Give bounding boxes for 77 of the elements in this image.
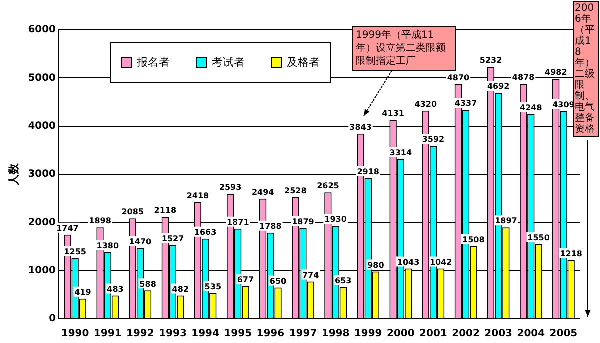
data-label: 419 <box>74 288 92 297</box>
data-label: 1747 <box>56 224 79 233</box>
data-label: 650 <box>270 276 288 286</box>
data-label: 1380 <box>96 242 120 251</box>
data-label: 2418 <box>186 192 210 201</box>
x-tick-label: 1994 <box>192 328 220 340</box>
x-tick-label: 1993 <box>159 328 187 340</box>
data-label: 483 <box>107 284 124 294</box>
x-tick-label: 1995 <box>224 328 252 340</box>
data-label: 1550 <box>528 233 550 242</box>
y-tick-label: 1000 <box>28 265 56 276</box>
data-label: 4982 <box>544 68 568 78</box>
x-tick-label: 2005 <box>550 328 578 340</box>
data-label: 3314 <box>390 148 412 158</box>
data-label: 774 <box>302 270 320 280</box>
data-label: 1043 <box>397 258 420 267</box>
data-label: 677 <box>237 275 254 284</box>
data-label: 1470 <box>129 237 152 246</box>
data-label: 1898 <box>89 216 112 226</box>
data-label: 1042 <box>430 258 452 267</box>
data-label: 3843 <box>350 122 372 132</box>
y-tick-label: 2000 <box>28 217 56 228</box>
data-label: 4870 <box>447 74 470 83</box>
x-tick-label: 2001 <box>420 328 448 340</box>
x-tick-label: 1992 <box>126 328 154 340</box>
data-label: 4878 <box>512 73 536 82</box>
x-tick-label: 2000 <box>386 328 415 340</box>
data-label: 2625 <box>317 182 340 191</box>
data-label: 4131 <box>382 109 405 118</box>
data-label: 4337 <box>454 99 478 108</box>
data-label: 482 <box>172 284 189 294</box>
data-label: 4320 <box>414 100 438 109</box>
callout-box: 1999年（平成11年）设立第二类限额限制指定工厂 <box>352 26 456 71</box>
y-tick-label: 3000 <box>28 169 56 180</box>
data-label: 1508 <box>462 235 486 244</box>
data-label: 1218 <box>560 249 583 258</box>
data-label: 2528 <box>284 186 308 196</box>
data-label: 1788 <box>260 222 282 231</box>
x-tick-label: 1999 <box>354 328 382 340</box>
annotation: 1999年（平成11年）设立第二类限额限制指定工厂 <box>356 29 447 68</box>
legend-label: 报名者 <box>137 55 170 70</box>
data-label: 980 <box>368 260 385 270</box>
data-label: 5232 <box>480 56 502 66</box>
x-tick-label: 2002 <box>452 328 480 340</box>
y-axis-title: 人数 <box>7 162 20 186</box>
y-tick-label: 6000 <box>28 24 56 36</box>
data-label: 1255 <box>64 248 87 257</box>
data-label: 4248 <box>520 103 543 112</box>
data-label: 1930 <box>324 215 348 224</box>
x-tick-label: 1998 <box>322 328 350 340</box>
y-tick-label: 0 <box>49 314 56 325</box>
x-tick-label: 1991 <box>94 328 122 340</box>
x-tick-label: 1996 <box>256 328 285 340</box>
data-label: 1527 <box>162 234 184 244</box>
data-label: 653 <box>335 276 352 286</box>
y-tick-label: 4000 <box>28 120 56 132</box>
data-label: 1897 <box>495 216 518 226</box>
data-label: 1879 <box>292 218 315 227</box>
data-label: 2085 <box>122 208 144 217</box>
x-tick-label: 1990 <box>61 328 90 340</box>
data-label: 588 <box>140 280 157 289</box>
data-label: 4692 <box>487 82 510 92</box>
data-label: 2593 <box>219 183 242 192</box>
data-label: 2494 <box>252 188 275 197</box>
data-label: 2118 <box>154 206 177 216</box>
x-tick-label: 2003 <box>484 328 513 340</box>
data-label: 1663 <box>194 228 217 237</box>
x-tick-label: 2004 <box>517 328 546 340</box>
legend-label: 考试者 <box>212 55 245 70</box>
data-label: 1871 <box>226 218 250 227</box>
x-tick-label: 1997 <box>289 328 318 340</box>
callout-box: 2006年（平成18年）二级限制、电气整备资格 <box>573 1 599 137</box>
data-label: 2918 <box>357 168 380 177</box>
y-tick-label: 5000 <box>28 72 56 84</box>
data-label: 535 <box>204 282 222 292</box>
legend-label: 及格者 <box>287 55 320 70</box>
data-label: 3592 <box>422 135 445 144</box>
